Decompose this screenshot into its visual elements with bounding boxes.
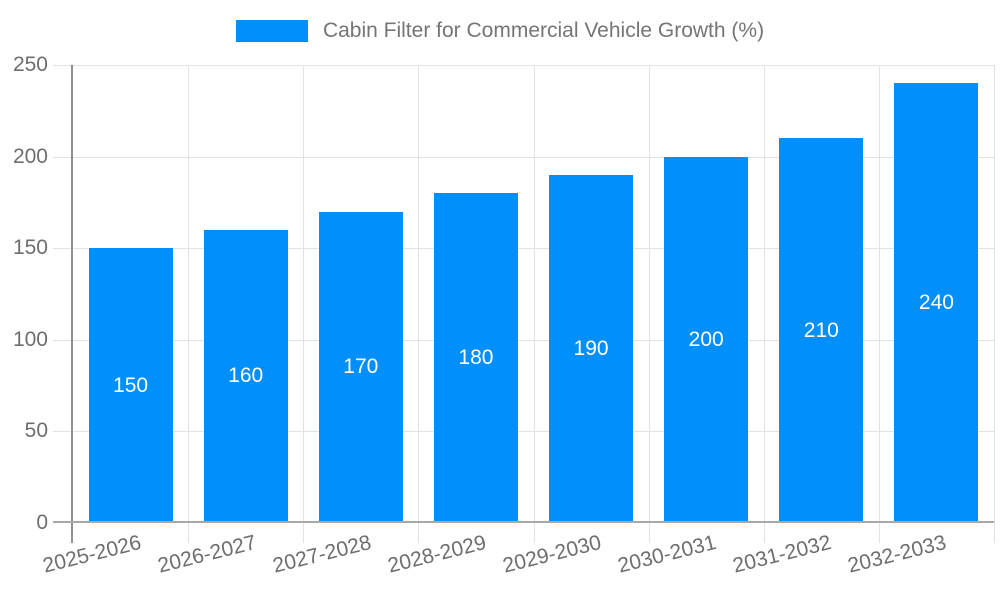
bar-value-label: 190 bbox=[573, 336, 609, 360]
y-axis-line bbox=[71, 65, 73, 543]
x-tick-label: 2025-2026 bbox=[40, 531, 144, 578]
h-gridline bbox=[53, 431, 994, 433]
y-tick-label: 100 bbox=[12, 327, 48, 351]
x-tick-label: 2029-2030 bbox=[500, 531, 604, 578]
v-gridline bbox=[994, 65, 995, 543]
bar-2031-2032[interactable]: 210 bbox=[779, 138, 864, 523]
x-tick-label: 2032-2033 bbox=[845, 531, 950, 578]
y-tick-label: 250 bbox=[12, 53, 48, 76]
bar-2026-2027[interactable]: 160 bbox=[203, 229, 288, 523]
x-tick-label: 2026-2027 bbox=[155, 531, 259, 578]
h-gridline bbox=[53, 65, 994, 66]
v-gridline bbox=[533, 65, 535, 543]
y-tick-label: 150 bbox=[12, 236, 48, 260]
h-gridline bbox=[53, 156, 994, 158]
v-gridline bbox=[188, 65, 190, 543]
v-gridline bbox=[648, 65, 650, 543]
bar-value-label: 240 bbox=[918, 291, 954, 315]
bar-value-label: 200 bbox=[688, 327, 724, 351]
bar-2032-2033[interactable]: 240 bbox=[894, 83, 979, 523]
legend-item[interactable]: Cabin Filter for Commercial Vehicle Grow… bbox=[235, 17, 765, 45]
x-tick-label: 2031-2032 bbox=[730, 531, 834, 578]
bar-2030-2031[interactable]: 200 bbox=[664, 156, 749, 523]
x-tick-label: 2030-2031 bbox=[615, 531, 719, 578]
v-gridline bbox=[878, 65, 880, 543]
y-tick-label: 0 bbox=[36, 511, 48, 534]
bar-2027-2028[interactable]: 170 bbox=[318, 211, 403, 523]
bar-value-label: 180 bbox=[458, 346, 494, 370]
plot-area: 150 160 170 180 190 200 210 240 bbox=[53, 65, 995, 543]
x-tick-label: 2027-2028 bbox=[270, 531, 374, 578]
legend-label: Cabin Filter for Commercial Vehicle Grow… bbox=[322, 19, 765, 42]
bar-value-label: 160 bbox=[228, 364, 264, 388]
bar-value-label: 170 bbox=[343, 355, 379, 379]
h-gridline bbox=[53, 339, 994, 341]
legend: Cabin Filter for Commercial Vehicle Grow… bbox=[0, 17, 1000, 45]
bar-value-label: 150 bbox=[113, 373, 149, 397]
x-tick-label: 2028-2029 bbox=[385, 531, 489, 578]
v-gridline bbox=[418, 65, 420, 543]
h-gridline bbox=[53, 248, 994, 250]
y-tick-label: 200 bbox=[12, 144, 48, 168]
bar-2029-2030[interactable]: 190 bbox=[549, 174, 634, 523]
v-gridline bbox=[763, 65, 765, 543]
legend-marker-swatch bbox=[235, 20, 308, 42]
bar-value-label: 210 bbox=[803, 318, 839, 342]
y-tick-label: 50 bbox=[24, 419, 48, 443]
v-gridline bbox=[303, 65, 305, 543]
x-axis-line bbox=[53, 521, 994, 523]
bar-2028-2029[interactable]: 180 bbox=[433, 193, 518, 523]
bar-2025-2026[interactable]: 150 bbox=[88, 248, 173, 523]
